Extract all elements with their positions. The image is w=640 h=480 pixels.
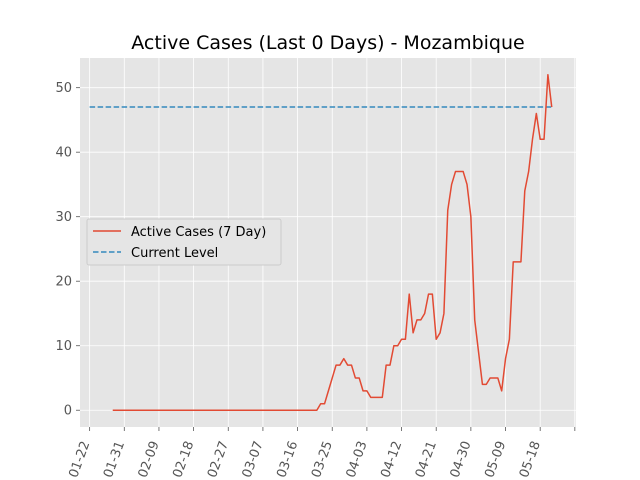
y-tick-label: 30 <box>55 210 72 225</box>
y-tick-label: 20 <box>55 275 72 290</box>
y-axis: 0 10 20 30 40 50 <box>55 81 80 419</box>
grid-lines <box>80 58 576 427</box>
legend-label-current-level: Current Level <box>131 246 218 261</box>
series-line-active-cases <box>112 74 553 411</box>
y-tick-label: 50 <box>55 81 72 96</box>
y-tick-label: 0 <box>64 404 72 419</box>
y-tick-label: 10 <box>55 339 72 354</box>
chart-title: Active Cases (Last 0 Days) - Mozambique <box>131 32 524 54</box>
legend-label-active-cases: Active Cases (7 Day) <box>131 225 266 240</box>
y-tick-label: 40 <box>55 146 72 161</box>
legend-box <box>86 218 282 266</box>
series-layer <box>89 74 553 411</box>
legend: Active Cases (7 Day) Current Level <box>86 218 282 266</box>
